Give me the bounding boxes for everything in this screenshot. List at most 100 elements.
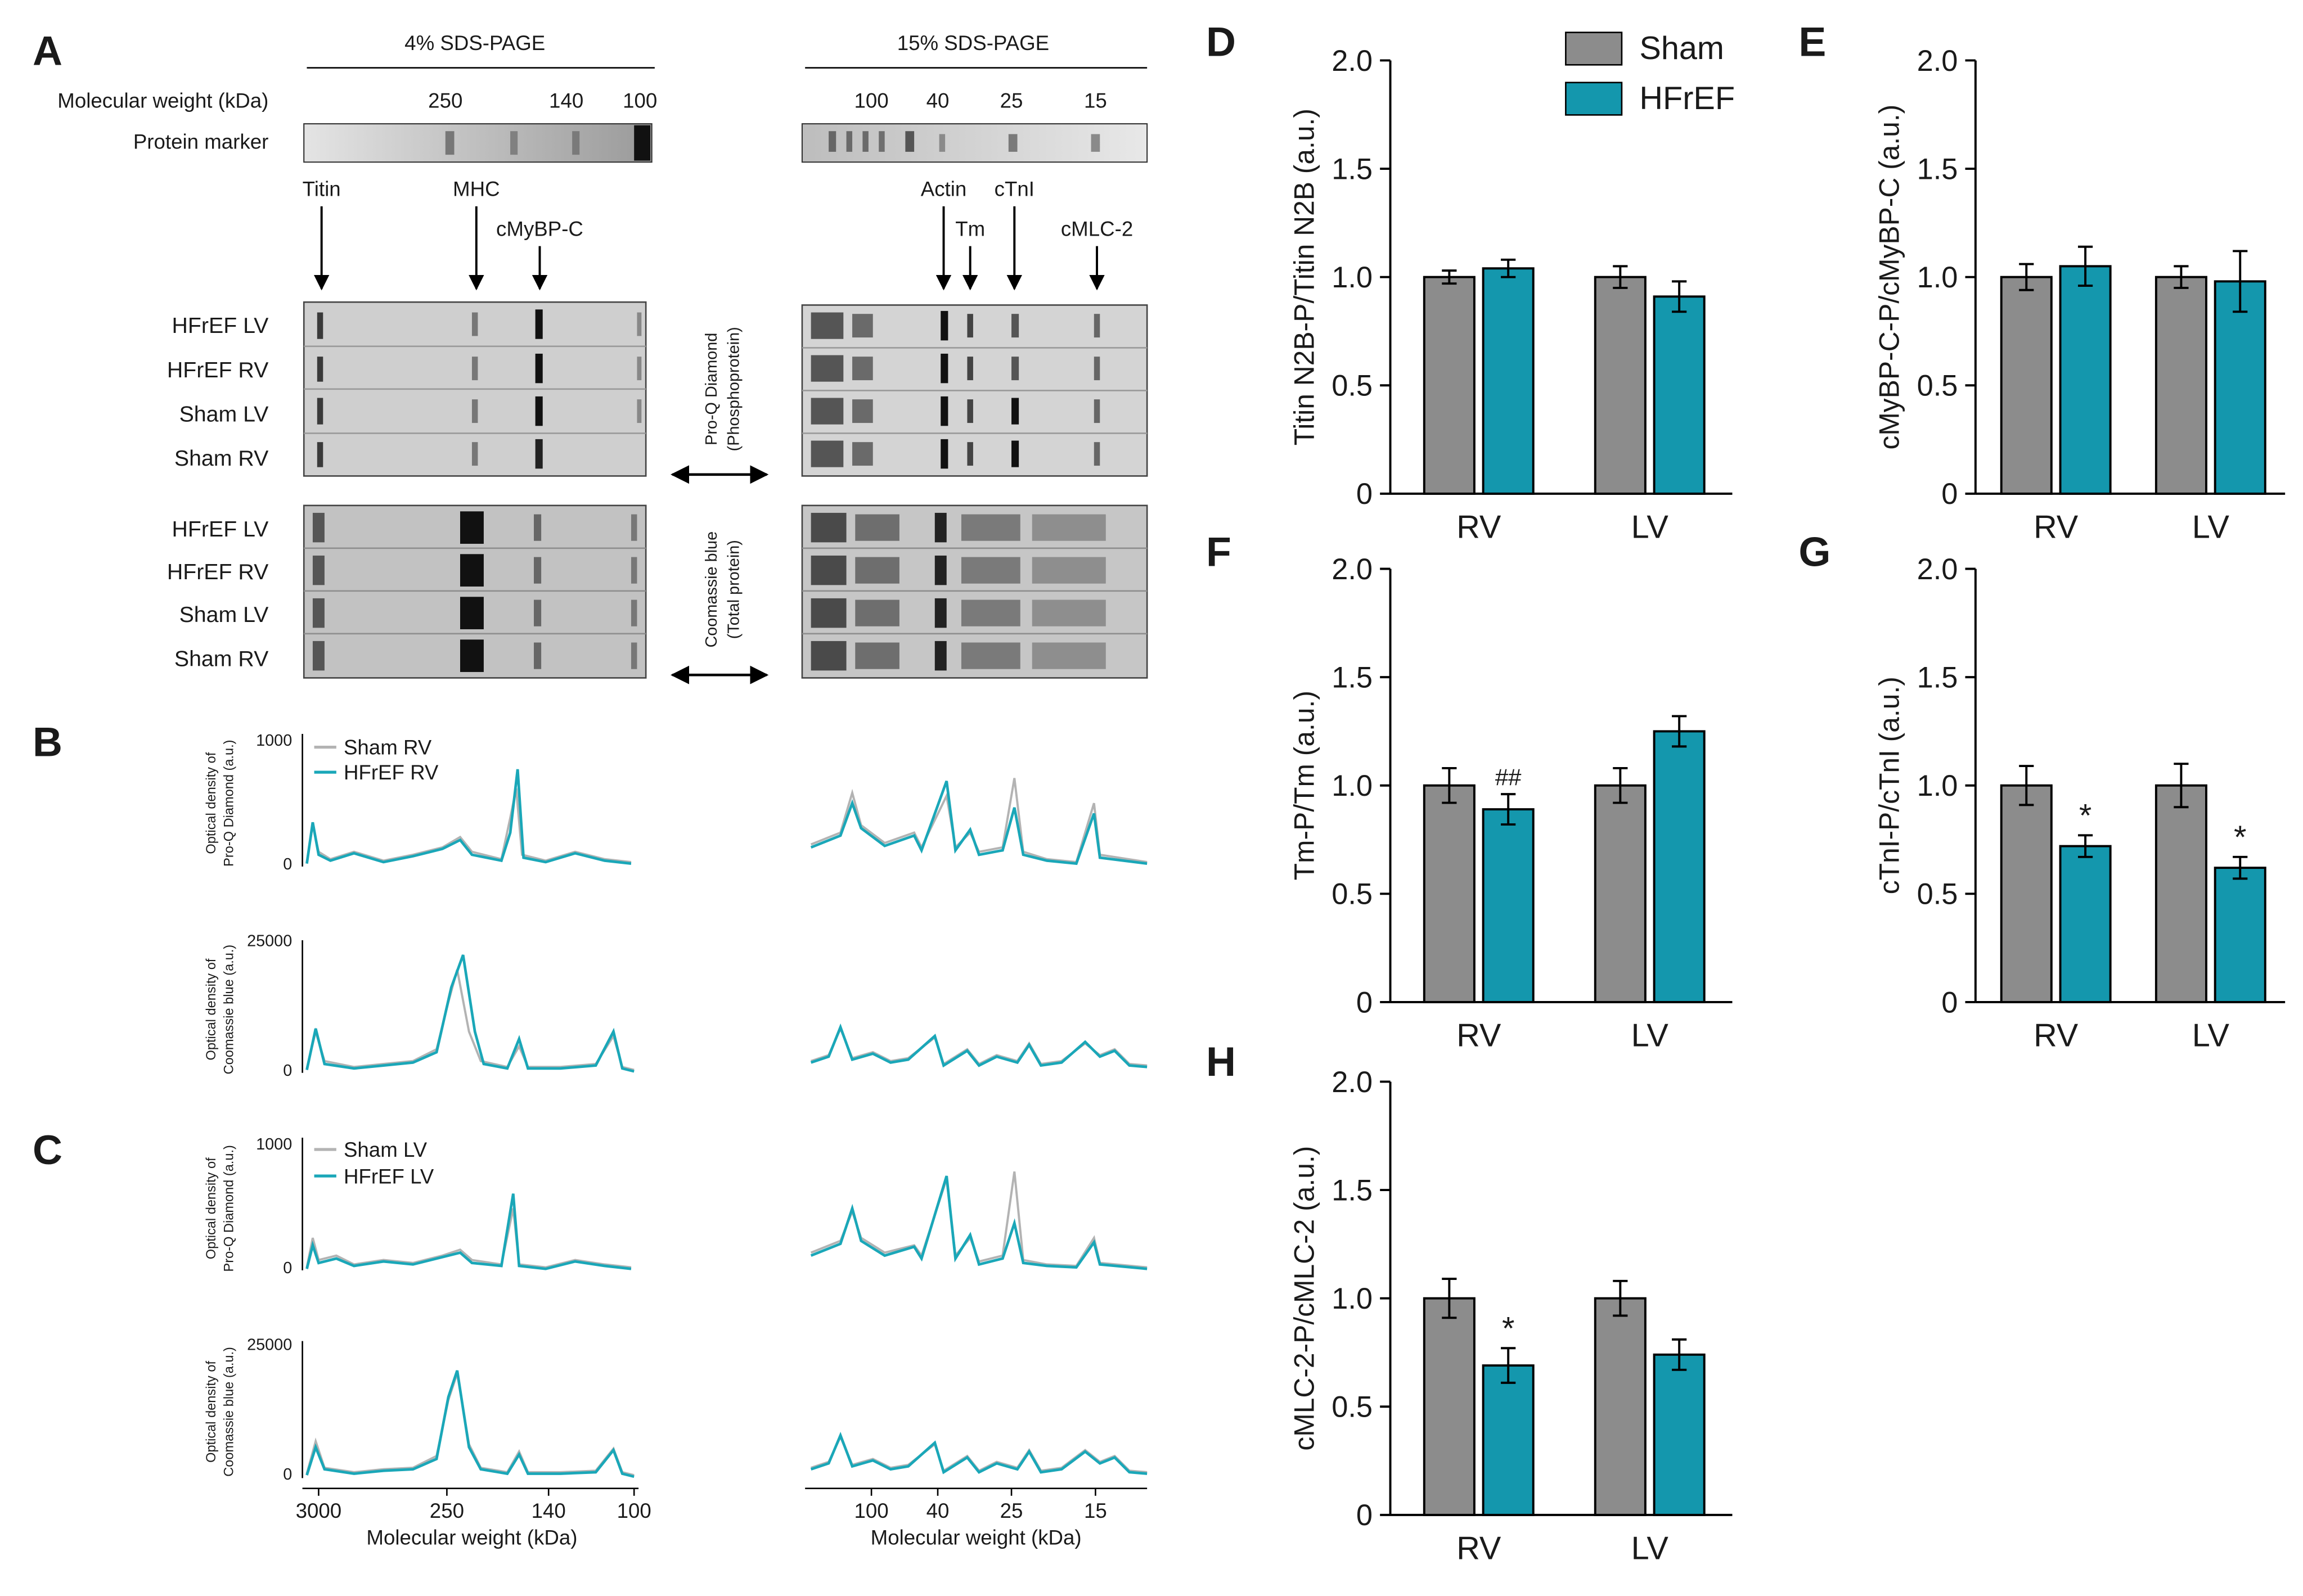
trace-xtick-140: 140 [532,1499,566,1522]
chart-d-ytick-label: 2.0 [1332,45,1373,78]
panel-label-f: F [1206,529,1231,575]
chart-h-ytick-label: 0 [1356,1499,1373,1532]
bar-f-lv-hfref [1653,730,1706,1003]
legend-c-sham-label: Sham LV [344,1138,428,1161]
trace-c-cb-ymax: 25000 [247,1336,292,1354]
chart-e-ylabel: cMyBP-C-P/cMyBP-C (a.u.) [1874,105,1905,450]
protein-marker-4pct-strip [303,123,653,163]
mw-15pct-40: 40 [926,89,950,112]
chart-h-xtick-label: LV [1631,1530,1669,1566]
panel-label-a: A [33,28,62,74]
mw-15pct-25: 25 [1000,89,1023,112]
trace-c-proq-sham-left [305,1208,632,1269]
chart-d-ytick-label: 1.0 [1332,262,1373,294]
mw-label: Molecular weight (kDa) [57,89,268,112]
legend-b-hfref-label: HFrEF RV [344,761,439,784]
protein-cmybp-c: cMyBP-C [496,217,583,240]
bar-d-lv-hfref [1653,295,1706,495]
lane-label-proq-2: HFrEF RV [167,358,269,382]
chart-e-ytick-label: 0.5 [1917,370,1958,403]
chart-d-xtick-label: RV [1456,509,1501,545]
trace-b-cb-hfref-left [305,954,635,1073]
bar-g-rv-hfref [2059,845,2112,1003]
trace-xtick-100-right: 100 [854,1499,889,1522]
trace-xtick-100-left: 100 [617,1499,651,1522]
protein-actin: Actin [921,178,967,201]
protein-cmlc-2: cMLC-2 [1061,217,1133,240]
lane-label-cb-1: HFrEF LV [172,517,269,542]
stain-proq-title: Pro-Q Diamond [703,333,721,445]
bar-g-lv-hfref [2214,867,2266,1003]
trace-b-cb-ylabel-1: Optical density of [204,958,218,1060]
lane-label-proq-3: Sham LV [179,402,269,426]
chart-g-ytick-label: 1.0 [1917,770,1958,802]
protein-tm: Tm [955,217,985,240]
trace-c-proq-ylabel-2: Pro-Q Diamond (a.u.) [221,1145,236,1272]
trace-c-cb-sham-left [305,1373,635,1477]
chart-g: 0 0.5 1.0 1.5 2.0 cTnI-P/cTnI (a.u.) RV * LV * [1874,553,2286,1054]
trace-c-proq-hfref-left [305,1193,632,1270]
trace-b-proq-ylabel-1: Optical density of [204,752,218,854]
chart-d-xtick-label: LV [1631,509,1669,545]
protein-marker-15pct-strip [801,123,1148,163]
bar-d-rv-sham [1423,276,1476,495]
chart-f-ytick-label: 2.0 [1332,553,1373,586]
panel-h: H 0 0.5 1.0 1.5 2.0 cMLC-2-P/cMLC-2 (a.u.) RV *… [1206,1039,1733,1566]
trace-b-cb-sham-left [305,969,635,1071]
protein-marker-label: Protein marker [133,130,268,154]
chart-f-xtick-label: LV [1631,1018,1669,1054]
protein-mhc: MHC [453,178,500,201]
trace-b-proq-sham-left [305,788,632,863]
chart-e-ytick-label: 1.0 [1917,262,1958,294]
gel-coomassie-4pct [303,504,647,679]
trace-c-proq-y0: 0 [283,1259,292,1277]
trace-b-cb-y0: 0 [283,1062,292,1080]
trace-c-cb-ylabel-1: Optical density of [204,1361,218,1463]
panel-d: D 0 0.5 1.0 1.5 2.0 Titin N2B-P/Titin N2B (a.… [1206,19,1735,545]
lane-label-proq-4: Sham RV [174,446,269,471]
trace-b-proq-hfref-right [810,781,1148,865]
gel-proq-4pct [303,301,647,477]
legend-sham-swatch [1565,31,1623,66]
chart-f-xtick-label: RV [1456,1018,1501,1054]
chart-g-ylabel: cTnI-P/cTnI (a.u.) [1874,677,1905,894]
significance-mark-g: * [2079,798,2091,834]
legend-b-sham-label: Sham RV [344,736,432,759]
bar-g-rv-sham [2000,784,2053,1003]
chart-h-ytick-label: 1.5 [1332,1174,1373,1207]
chart-f: 0 0.5 1.0 1.5 2.0 Tm-P/Tm (a.u.) RV ## LV [1288,553,1733,1054]
trace-c-proq: 1000 0 Optical density of Pro-Q Diamond … [204,1135,1148,1277]
trace-c-proq-hfref-right [810,1175,1148,1270]
panel-e: E 0 0.5 1.0 1.5 2.0 cMyBP-C-P/cMyBP-C (a.u.) R… [1798,19,2286,545]
trace-b-cb-ymax: 25000 [247,932,292,950]
bar-h-lv-sham [1594,1297,1647,1516]
trace-c-cb-ylabel-2: Coomassie blue (a.u.) [221,1347,236,1477]
lane-label-cb-2: HFrEF RV [167,560,269,584]
protein-ctni: cTnI [995,178,1034,201]
trace-xlabel-left: Molecular weight (kDa) [366,1526,577,1549]
trace-b-proq-sham-right [810,778,1148,864]
trace-b-cb-ylabel-2: Coomassie blue (a.u.) [221,945,236,1075]
chart-e-ytick-label: 1.5 [1917,153,1958,186]
trace-xtick-250: 250 [430,1499,464,1522]
bar-d-lv-sham [1594,276,1647,495]
gel-4pct-title: 4% SDS-PAGE [404,31,545,55]
chart-e: 0 0.5 1.0 1.5 2.0 cMyBP-C-P/cMyBP-C (a.u.) RV L… [1874,45,2286,545]
chart-f-ylabel: Tm-P/Tm (a.u.) [1288,691,1320,880]
panel-label-c: C [33,1127,62,1173]
panel-label-b: B [33,719,62,765]
legend-sham-label: Sham [1639,30,1724,66]
bar-h-rv-hfref [1482,1364,1535,1516]
panel-c: C 1000 0 Optical density of Pro-Q Diamon… [33,1127,1148,1549]
trace-xlabel-right: Molecular weight (kDa) [871,1526,1082,1549]
chart-d-ytick-label: 0 [1356,478,1373,511]
lane-label-proq-1: HFrEF LV [172,313,269,338]
legend: Sham HFrEF [1565,30,1735,116]
chart-h-ylabel: cMLC-2-P/cMLC-2 (a.u.) [1288,1146,1320,1451]
chart-h: 0 0.5 1.0 1.5 2.0 cMLC-2-P/cMLC-2 (a.u.) RV * LV [1288,1066,1733,1566]
panel-label-e: E [1798,19,1826,65]
chart-h-ytick-label: 2.0 [1332,1066,1373,1099]
trace-c-coomassie: 25000 0 Optical density of Coomassie blu… [204,1336,1148,1549]
bar-e-lv-sham [2154,276,2207,495]
